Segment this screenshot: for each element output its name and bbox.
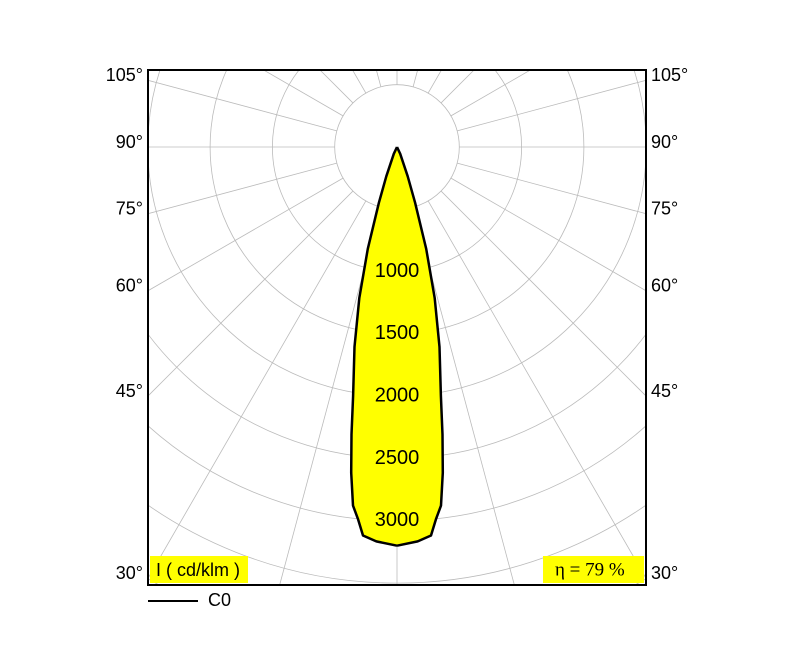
unit-label: I ( cd/klm ) [156, 560, 240, 580]
grid-spoke [319, 70, 354, 104]
grid-spoke [450, 177, 646, 292]
intensity-outline [395, 146, 445, 547]
grid-spoke [148, 162, 337, 215]
grid-spoke [457, 79, 646, 132]
intensity-curve [351, 147, 397, 546]
grid-spoke [352, 70, 367, 94]
r-tick-label: 3000 [375, 509, 420, 531]
angle-tick-label: 30° [116, 563, 143, 583]
angle-tick-label: 60° [116, 276, 143, 296]
angle-tick-label: 45° [651, 381, 678, 401]
grid-spoke [440, 70, 475, 104]
efficiency-label: η = 79 % [555, 559, 625, 580]
grid-spoke [412, 70, 419, 87]
grid-spoke [450, 70, 532, 117]
angle-tick-label: 90° [651, 132, 678, 152]
grid-spoke [262, 70, 344, 117]
angle-tick-label: 75° [651, 198, 678, 218]
unit-box [150, 556, 248, 583]
efficiency-box [543, 556, 644, 583]
angle-tick-label: 60° [651, 276, 678, 296]
labels: 1000 1500 2000 2500 3000 105° 105° 90° 90° 75° 75°… [106, 65, 688, 583]
r-tick-label: 1000 [375, 260, 420, 282]
grid-spoke [375, 70, 382, 87]
frame [147, 69, 647, 586]
intensity-outline [349, 146, 399, 547]
angle-tick-label: 90° [116, 132, 143, 152]
grid-spoke [427, 70, 442, 94]
angle-tick-label: 105° [106, 65, 143, 85]
angle-tick-label: 45° [116, 381, 143, 401]
intensity-curve [397, 147, 443, 546]
r-tick-label: 1500 [375, 322, 420, 344]
grid-spoke [148, 200, 367, 579]
angle-tick-label: 105° [651, 65, 688, 85]
grid-spoke [440, 190, 646, 397]
curves [349, 146, 445, 547]
r-tick-label: 2500 [375, 447, 420, 469]
r-tick-label: 2000 [375, 384, 420, 406]
grid-spoke [427, 200, 646, 579]
grid-spoke [148, 177, 344, 292]
angle-tick-label: 30° [651, 563, 678, 583]
grid-spoke [457, 162, 646, 215]
grid-spoke [148, 79, 337, 132]
grid-spoke [148, 190, 354, 397]
legend-label: C0 [208, 590, 231, 610]
angle-tick-label: 75° [116, 198, 143, 218]
